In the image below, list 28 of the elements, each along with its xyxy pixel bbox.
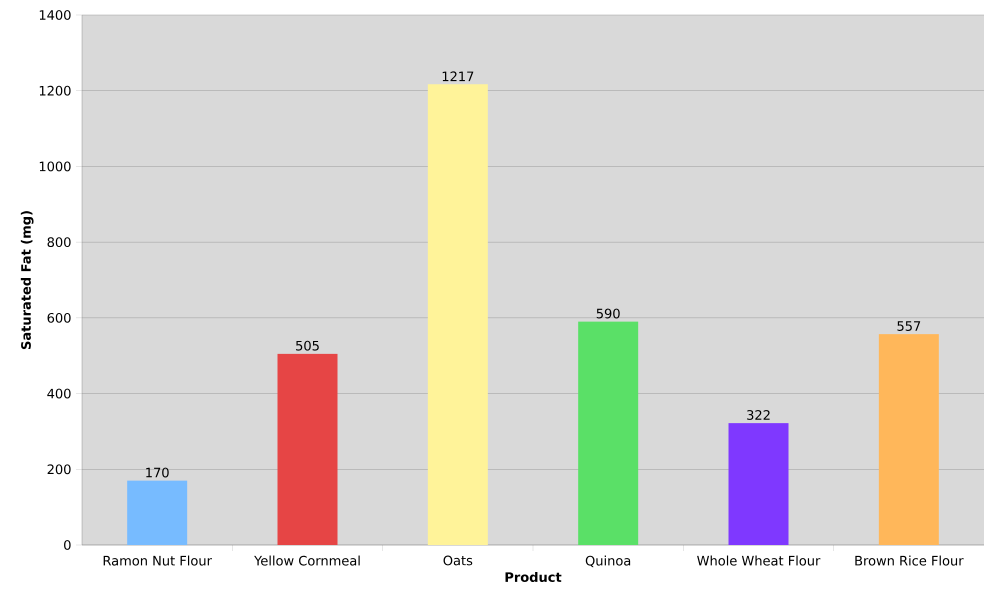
x-tick-label: Brown Rice Flour	[855, 556, 964, 566]
x-tick-label: Whole Wheat Flour	[697, 556, 820, 566]
x-tick-label: Quinoa	[586, 556, 630, 568]
data-label: 505	[296, 340, 319, 351]
y-tick-label: 800	[48, 237, 71, 248]
bar	[578, 322, 638, 545]
y-tick-label: 200	[48, 464, 71, 474]
bar	[878, 334, 939, 545]
data-label: 590	[596, 308, 620, 318]
y-tick-label: 1000	[40, 162, 71, 172]
bar	[728, 423, 789, 545]
data-label: 1217	[442, 71, 474, 82]
x-axis-title: Product	[506, 572, 562, 582]
y-tick-label: 1200	[40, 86, 71, 96]
data-label: 557	[897, 321, 920, 331]
x-tick-label: Ramon Nut Flour	[104, 556, 212, 566]
y-tick-label: 600	[48, 312, 71, 323]
data-label: 170	[146, 468, 169, 478]
y-axis-title: Saturated Fat (mg)	[20, 211, 34, 350]
x-tick-label: Oats	[444, 556, 472, 566]
y-tick-label: 0	[64, 540, 71, 550]
bar	[278, 354, 338, 545]
bar	[428, 84, 488, 545]
x-tick-label: Yellow Cornmeal	[254, 556, 360, 566]
y-tick-label: 1400	[40, 10, 71, 20]
bar	[127, 480, 188, 545]
data-label: 322	[747, 410, 770, 420]
y-tick-label: 400	[47, 388, 71, 398]
